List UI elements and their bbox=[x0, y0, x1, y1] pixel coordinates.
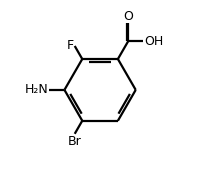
Text: H₂N: H₂N bbox=[25, 83, 49, 96]
Text: O: O bbox=[123, 10, 133, 23]
Text: OH: OH bbox=[144, 35, 163, 48]
Text: Br: Br bbox=[68, 135, 82, 148]
Text: F: F bbox=[67, 39, 74, 52]
